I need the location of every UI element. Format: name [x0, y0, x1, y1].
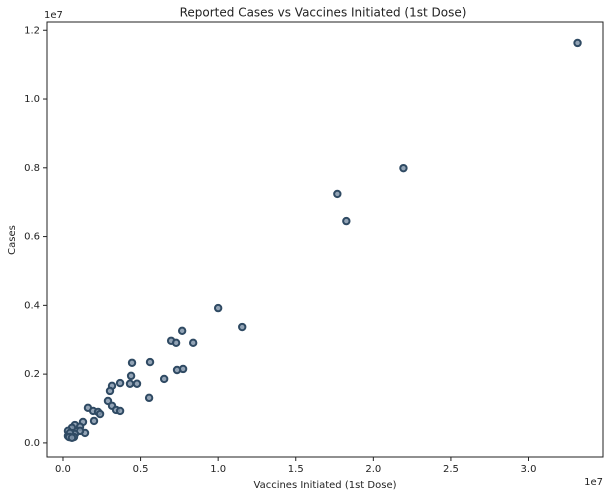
- x-tick-label: 0.0: [55, 464, 71, 475]
- point: [333, 189, 342, 199]
- x-axis-label: Vaccines Initiated (1st Dose): [254, 480, 397, 491]
- point: [89, 416, 99, 426]
- x-tick-label: 3.0: [521, 464, 537, 475]
- point: [213, 303, 223, 313]
- y-tick-label: 1.0: [24, 94, 40, 105]
- y-tick-label: 0.0: [24, 438, 40, 449]
- point: [127, 358, 137, 367]
- point: [115, 406, 125, 416]
- point: [132, 379, 142, 388]
- y-axis-label: Cases: [7, 225, 18, 255]
- x-tick-label: 2.0: [365, 464, 381, 475]
- y-tick-label: 0.6: [24, 232, 40, 243]
- point: [342, 216, 351, 226]
- point: [399, 163, 408, 173]
- point: [125, 379, 135, 388]
- plot-frame: [46, 21, 604, 458]
- point: [126, 371, 136, 381]
- point: [145, 357, 155, 367]
- point: [115, 378, 125, 388]
- chart-title: Reported Cases vs Vaccines Initiated (1s…: [180, 6, 467, 20]
- y-tick-label: 0.8: [24, 163, 40, 174]
- x-tick-label: 1.0: [210, 464, 226, 475]
- point: [171, 338, 181, 348]
- point: [95, 409, 105, 419]
- point: [144, 393, 154, 403]
- x-tick-label: 2.5: [443, 464, 459, 475]
- point: [177, 326, 187, 335]
- point: [172, 365, 182, 375]
- point: [105, 386, 115, 396]
- point: [67, 433, 77, 442]
- point: [238, 322, 247, 332]
- point: [573, 38, 582, 48]
- y-tick-label: 1.2: [24, 25, 40, 36]
- point: [188, 338, 198, 348]
- x-tick-label: 1.5: [288, 464, 304, 475]
- y-tick-label: 0.2: [24, 369, 40, 380]
- x-tick-label: 0.5: [133, 464, 149, 475]
- x-offset-label: 1e7: [584, 477, 603, 488]
- y-offset-label: 1e7: [44, 10, 63, 21]
- y-tick-label: 0.4: [24, 300, 40, 311]
- point: [159, 374, 169, 384]
